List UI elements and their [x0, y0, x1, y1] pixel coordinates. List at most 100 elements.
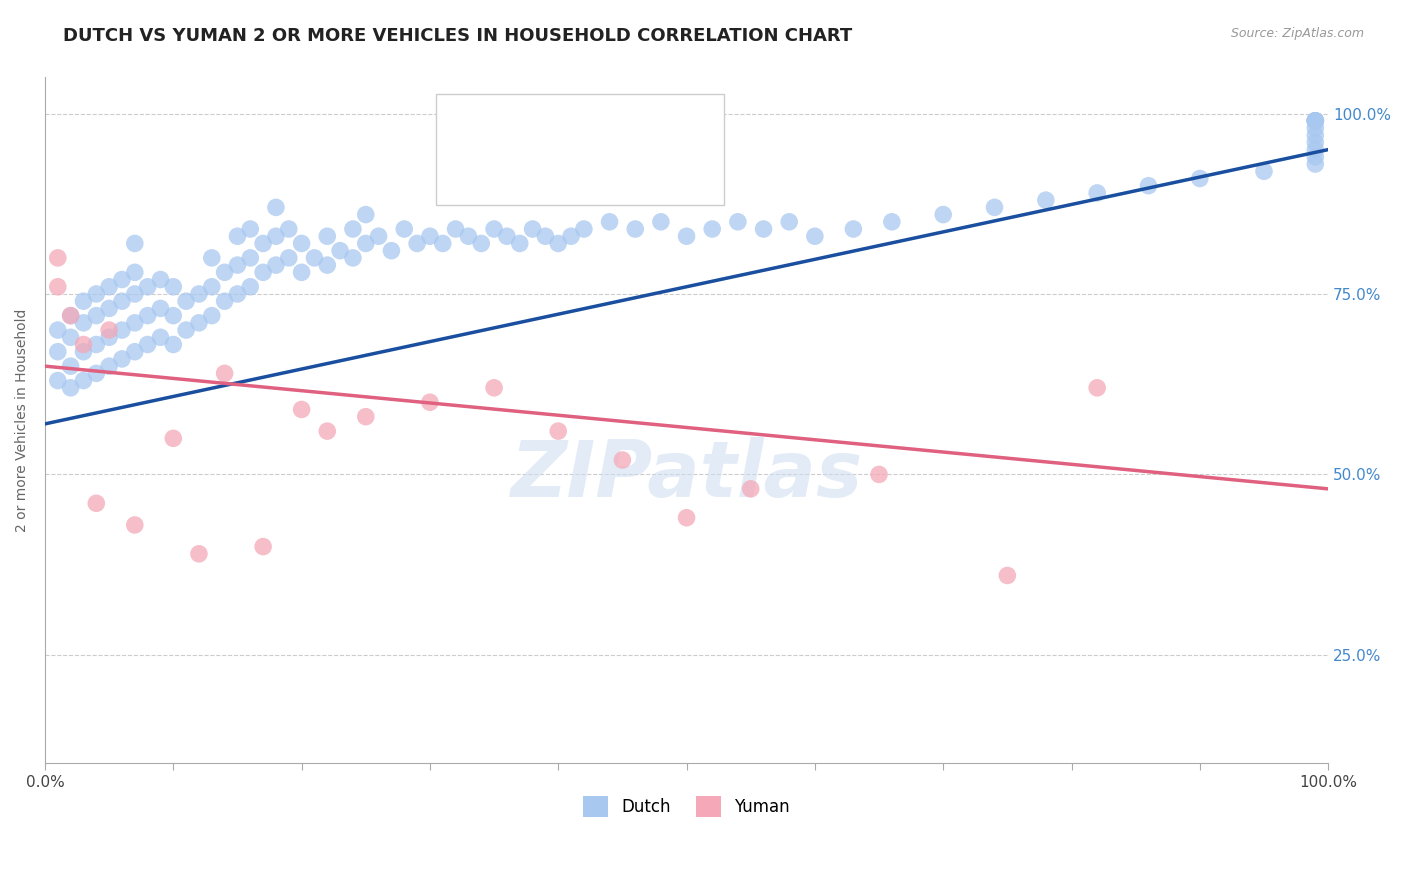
- Point: [778, 215, 800, 229]
- Point: [46, 251, 69, 265]
- Point: [316, 424, 339, 438]
- Y-axis label: 2 or more Vehicles in Household: 2 or more Vehicles in Household: [15, 309, 30, 532]
- Point: [98, 323, 121, 337]
- Point: [1303, 128, 1326, 143]
- Point: [547, 236, 569, 251]
- Point: [1303, 143, 1326, 157]
- Point: [740, 482, 762, 496]
- Point: [239, 222, 262, 236]
- Point: [162, 337, 184, 351]
- Point: [239, 251, 262, 265]
- Point: [72, 337, 94, 351]
- Point: [342, 222, 364, 236]
- Point: [1303, 113, 1326, 128]
- Point: [188, 547, 211, 561]
- Point: [98, 279, 121, 293]
- Point: [291, 265, 314, 279]
- Point: [304, 251, 326, 265]
- Point: [316, 229, 339, 244]
- Point: [188, 287, 211, 301]
- Point: [264, 229, 287, 244]
- Point: [277, 251, 299, 265]
- Text: ZIPatlas: ZIPatlas: [510, 437, 863, 513]
- Point: [124, 236, 146, 251]
- Point: [1035, 193, 1057, 207]
- Point: [419, 229, 441, 244]
- Point: [214, 367, 236, 381]
- Point: [354, 236, 377, 251]
- Point: [470, 236, 492, 251]
- Point: [124, 316, 146, 330]
- Point: [136, 279, 159, 293]
- Point: [547, 424, 569, 438]
- Point: [1303, 113, 1326, 128]
- Text: R = -0.231   N =  23: R = -0.231 N = 23: [494, 164, 661, 179]
- Point: [804, 229, 827, 244]
- Point: [675, 229, 697, 244]
- Point: [226, 229, 249, 244]
- Text: R =  0.759   N = 115: R = 0.759 N = 115: [494, 117, 665, 132]
- Point: [509, 236, 531, 251]
- Point: [419, 395, 441, 409]
- Point: [1085, 186, 1108, 200]
- Point: [59, 359, 82, 373]
- Legend: Dutch, Yuman: Dutch, Yuman: [576, 789, 797, 823]
- Point: [149, 330, 172, 344]
- Point: [367, 229, 389, 244]
- Point: [124, 287, 146, 301]
- Point: [84, 337, 107, 351]
- Point: [124, 265, 146, 279]
- Point: [560, 229, 582, 244]
- Point: [174, 323, 197, 337]
- Point: [482, 381, 505, 395]
- Point: [226, 258, 249, 272]
- Point: [522, 222, 544, 236]
- Point: [46, 344, 69, 359]
- Point: [624, 222, 647, 236]
- Point: [201, 309, 224, 323]
- Point: [702, 222, 724, 236]
- Point: [329, 244, 352, 258]
- Point: [1188, 171, 1211, 186]
- Point: [406, 236, 429, 251]
- Point: [111, 351, 134, 366]
- Point: [162, 279, 184, 293]
- Point: [226, 287, 249, 301]
- Point: [354, 208, 377, 222]
- Point: [1303, 150, 1326, 164]
- Point: [111, 272, 134, 286]
- Point: [380, 244, 402, 258]
- Point: [111, 294, 134, 309]
- Point: [868, 467, 890, 482]
- Point: [1303, 113, 1326, 128]
- Point: [59, 330, 82, 344]
- Point: [124, 344, 146, 359]
- Text: DUTCH VS YUMAN 2 OR MORE VEHICLES IN HOUSEHOLD CORRELATION CHART: DUTCH VS YUMAN 2 OR MORE VEHICLES IN HOU…: [63, 27, 852, 45]
- Point: [482, 222, 505, 236]
- Point: [932, 208, 955, 222]
- Point: [1303, 113, 1326, 128]
- Point: [983, 200, 1005, 214]
- Point: [752, 222, 775, 236]
- Point: [59, 309, 82, 323]
- Point: [72, 316, 94, 330]
- Point: [72, 374, 94, 388]
- Point: [264, 258, 287, 272]
- Point: [84, 367, 107, 381]
- Point: [727, 215, 749, 229]
- Point: [342, 251, 364, 265]
- Point: [534, 229, 557, 244]
- Point: [444, 222, 467, 236]
- Point: [1253, 164, 1275, 178]
- Point: [252, 540, 274, 554]
- Point: [599, 215, 621, 229]
- Point: [239, 279, 262, 293]
- Point: [354, 409, 377, 424]
- Point: [277, 222, 299, 236]
- Point: [124, 518, 146, 533]
- Point: [1303, 157, 1326, 171]
- Point: [291, 402, 314, 417]
- Point: [394, 222, 416, 236]
- Point: [1303, 113, 1326, 128]
- Point: [201, 279, 224, 293]
